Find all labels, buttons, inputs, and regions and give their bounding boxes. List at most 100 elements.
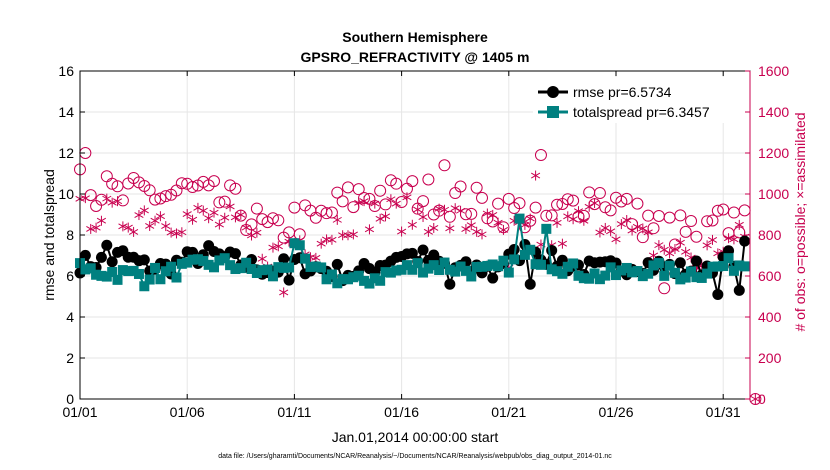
rmse-point (674, 257, 686, 269)
spread-point (648, 260, 659, 271)
spread-point (176, 258, 187, 269)
obs-possible-point (213, 196, 226, 209)
asterisk-stroke (584, 203, 594, 210)
obs-possible-point (706, 214, 719, 227)
obs-possible-point (593, 187, 606, 200)
asterisk-stroke (332, 216, 342, 223)
asterisk-stroke (670, 246, 680, 252)
asterisk-stroke (348, 231, 358, 238)
x-axis-label: Jan.01,2014 00:00:00 start (332, 429, 499, 445)
asterisk-stroke (112, 198, 123, 205)
asterisk-stroke (488, 211, 498, 218)
y-right-tick-label: 1200 (758, 145, 789, 161)
asterisk-stroke (568, 216, 578, 223)
obs-possible-point (331, 186, 344, 199)
asterisk-stroke (429, 225, 439, 231)
spread-point (80, 264, 91, 275)
obs-assimilated-point (268, 242, 278, 253)
spread-point (348, 272, 359, 283)
spread-point (728, 265, 739, 276)
obs-assimilated-point (579, 215, 589, 226)
spread-point (85, 263, 96, 274)
obs-possible-point (561, 193, 574, 206)
spread-point (723, 253, 734, 264)
obs-possible-point (443, 210, 456, 223)
obs-assimilated-point (370, 198, 380, 209)
spread-point (498, 255, 509, 266)
obs-possible-point (336, 195, 349, 208)
asterisk-stroke (611, 236, 621, 243)
y-left-tick-label: 8 (66, 227, 74, 243)
asterisk-stroke (713, 250, 723, 257)
asterisk-stroke (413, 206, 423, 213)
spread-point (525, 244, 536, 255)
spread-point (621, 262, 632, 273)
spread-point (616, 265, 627, 276)
obs-assimilated-point (434, 203, 444, 214)
spread-point (535, 259, 546, 270)
obs-assimilated-point (606, 226, 616, 237)
data-file-footnote: data file: /Users/gharamti/Documents/NCA… (218, 453, 612, 460)
obs-assimilated-point (225, 201, 235, 212)
asterisk-stroke (316, 240, 326, 247)
asterisk-stroke (482, 210, 492, 217)
spread-point (477, 261, 487, 272)
spread-point (225, 260, 236, 271)
asterisk-stroke (354, 199, 364, 206)
obs-assimilated-point (364, 224, 375, 235)
obs-assimilated-point (155, 211, 165, 222)
spread-point (359, 275, 370, 286)
spread-point (407, 264, 418, 275)
obs-possible-point (417, 195, 430, 208)
asterisk-stroke (236, 211, 246, 218)
y-right-tick-label: 800 (758, 227, 782, 243)
obs-assimilated-point (129, 226, 139, 237)
obs-assimilated-point (107, 197, 117, 208)
x-axis: 01/01 01/06 01/11 01/16 01/21 01/26 01/31 (62, 71, 741, 420)
spread-point (439, 257, 450, 268)
asterisk-stroke (632, 223, 643, 230)
spread-series (75, 213, 750, 292)
spread-point (332, 278, 343, 289)
spread-point (289, 238, 300, 249)
spread-point (380, 267, 391, 278)
obs-assimilated-point (429, 222, 439, 233)
asterisk-stroke (123, 224, 133, 231)
spread-point (541, 223, 552, 234)
obs-possible-point (175, 177, 188, 190)
spread-point (669, 267, 680, 278)
obs-assimilated-point (182, 209, 192, 220)
obs-possible-point (266, 212, 279, 225)
spread-point (187, 254, 198, 265)
asterisk-stroke (606, 228, 616, 235)
obs-assimilated-point (493, 217, 503, 228)
spread-point (514, 213, 525, 224)
obs-assimilated-point (589, 198, 600, 209)
spread-point (643, 268, 654, 279)
obs-possible-point (454, 180, 467, 193)
rmse-point (106, 256, 118, 268)
asterisk-stroke (450, 205, 460, 212)
asterisk-stroke (423, 228, 433, 235)
spread-point (600, 270, 611, 281)
spread-point (112, 274, 123, 285)
rmse-point (712, 288, 724, 300)
obs-assimilated-point (177, 227, 187, 238)
spread-point (659, 270, 670, 281)
obs-assimilated-point (611, 234, 621, 245)
spread-point (568, 258, 579, 269)
spread-point (171, 272, 182, 283)
asterisk-stroke (166, 229, 176, 236)
spread-point (594, 274, 605, 285)
obs-assimilated-point (397, 226, 407, 237)
spread-point (471, 261, 482, 272)
asterisk-stroke (107, 199, 117, 206)
obs-assimilated-point (531, 170, 541, 181)
x-tick-label: 01/16 (384, 404, 419, 420)
obs-possible-point (685, 215, 698, 228)
obs-possible-point (513, 197, 526, 210)
obs-assimilated-point (681, 246, 691, 257)
obs-assimilated-point (220, 212, 230, 223)
asterisk-stroke (182, 211, 192, 218)
asterisk-stroke (118, 223, 128, 230)
